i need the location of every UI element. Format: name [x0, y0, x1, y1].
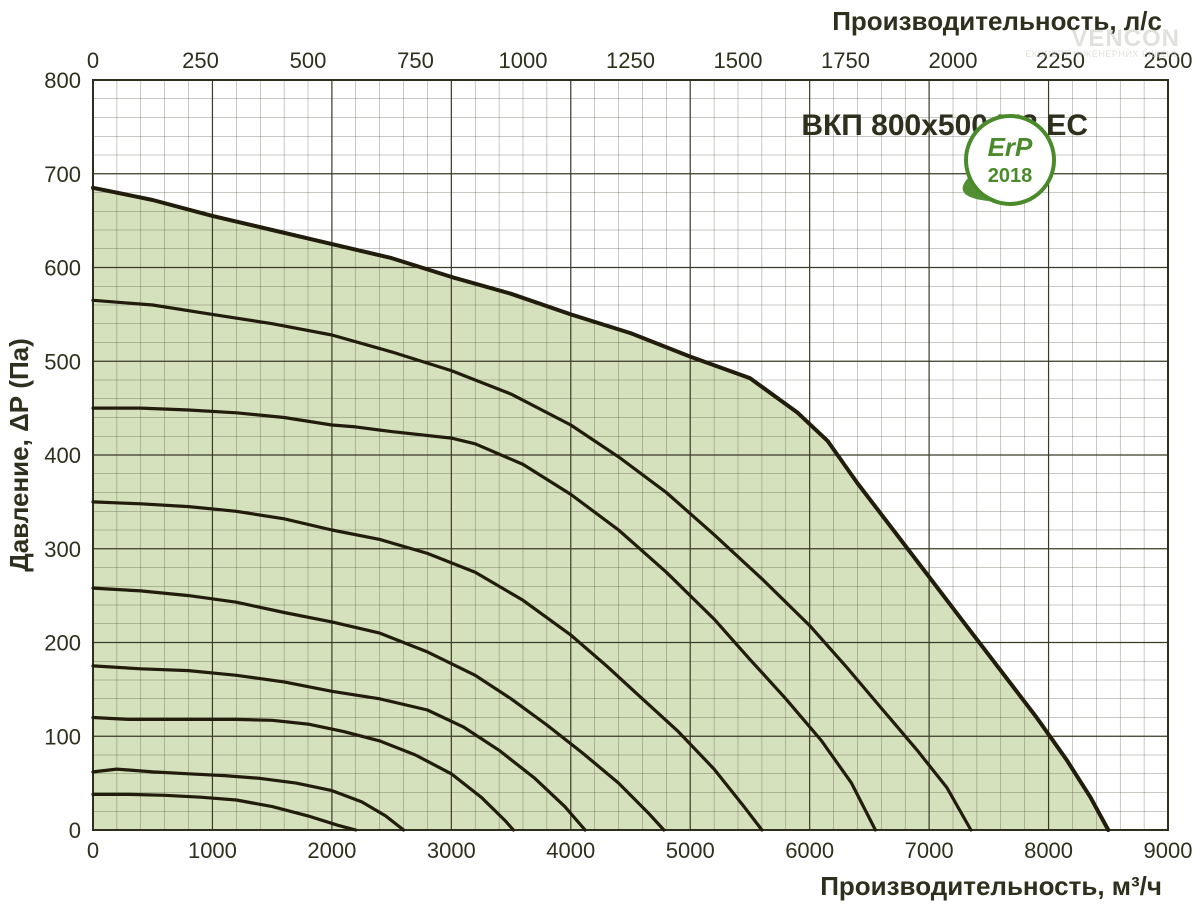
- erp-label-top: ErP: [988, 132, 1033, 162]
- y-tick: 700: [44, 162, 81, 187]
- xt-tick: 750: [397, 48, 434, 73]
- watermark: VENCON ЕКСПЕРТ ІНЖЕНЕРНИХ РІШЕНЬ: [1025, 28, 1180, 58]
- y-tick: 800: [44, 68, 81, 93]
- xb-tick: 0: [87, 838, 99, 863]
- y-tick: 400: [44, 443, 81, 468]
- xb-tick: 1000: [188, 838, 237, 863]
- xb-tick: 2000: [307, 838, 356, 863]
- fan-chart-container: 0100020003000400050006000700080009000025…: [0, 0, 1200, 920]
- y-tick: 200: [44, 631, 81, 656]
- xt-tick: 1000: [499, 48, 548, 73]
- y-tick: 0: [69, 818, 81, 843]
- xb-tick: 4000: [546, 838, 595, 863]
- watermark-sub: ЕКСПЕРТ ІНЖЕНЕРНИХ РІШЕНЬ: [1025, 50, 1180, 58]
- fan-chart-svg: 0100020003000400050006000700080009000025…: [0, 0, 1200, 920]
- xt-tick: 500: [290, 48, 327, 73]
- xb-tick: 9000: [1144, 838, 1193, 863]
- watermark-brand: VENCON: [1071, 25, 1180, 52]
- xb-tick: 6000: [785, 838, 834, 863]
- xt-tick: 1500: [714, 48, 763, 73]
- xt-tick: 0: [87, 48, 99, 73]
- erp-label-year: 2018: [988, 165, 1033, 187]
- xt-tick: 2000: [929, 48, 978, 73]
- y-tick: 500: [44, 349, 81, 374]
- x-bottom-axis-title: Производительность, м³/ч: [820, 871, 1162, 901]
- xb-tick: 8000: [1024, 838, 1073, 863]
- xt-tick: 1250: [606, 48, 655, 73]
- y-tick: 300: [44, 537, 81, 562]
- y-axis-title: Давление, ΔР (Па): [4, 338, 34, 572]
- erp-badge: ErP 2018: [963, 116, 1054, 204]
- xb-tick: 3000: [427, 838, 476, 863]
- xt-tick: 1750: [821, 48, 870, 73]
- xb-tick: 5000: [666, 838, 715, 863]
- y-tick: 600: [44, 256, 81, 281]
- xb-tick: 7000: [905, 838, 954, 863]
- xt-tick: 250: [182, 48, 219, 73]
- y-tick: 100: [44, 724, 81, 749]
